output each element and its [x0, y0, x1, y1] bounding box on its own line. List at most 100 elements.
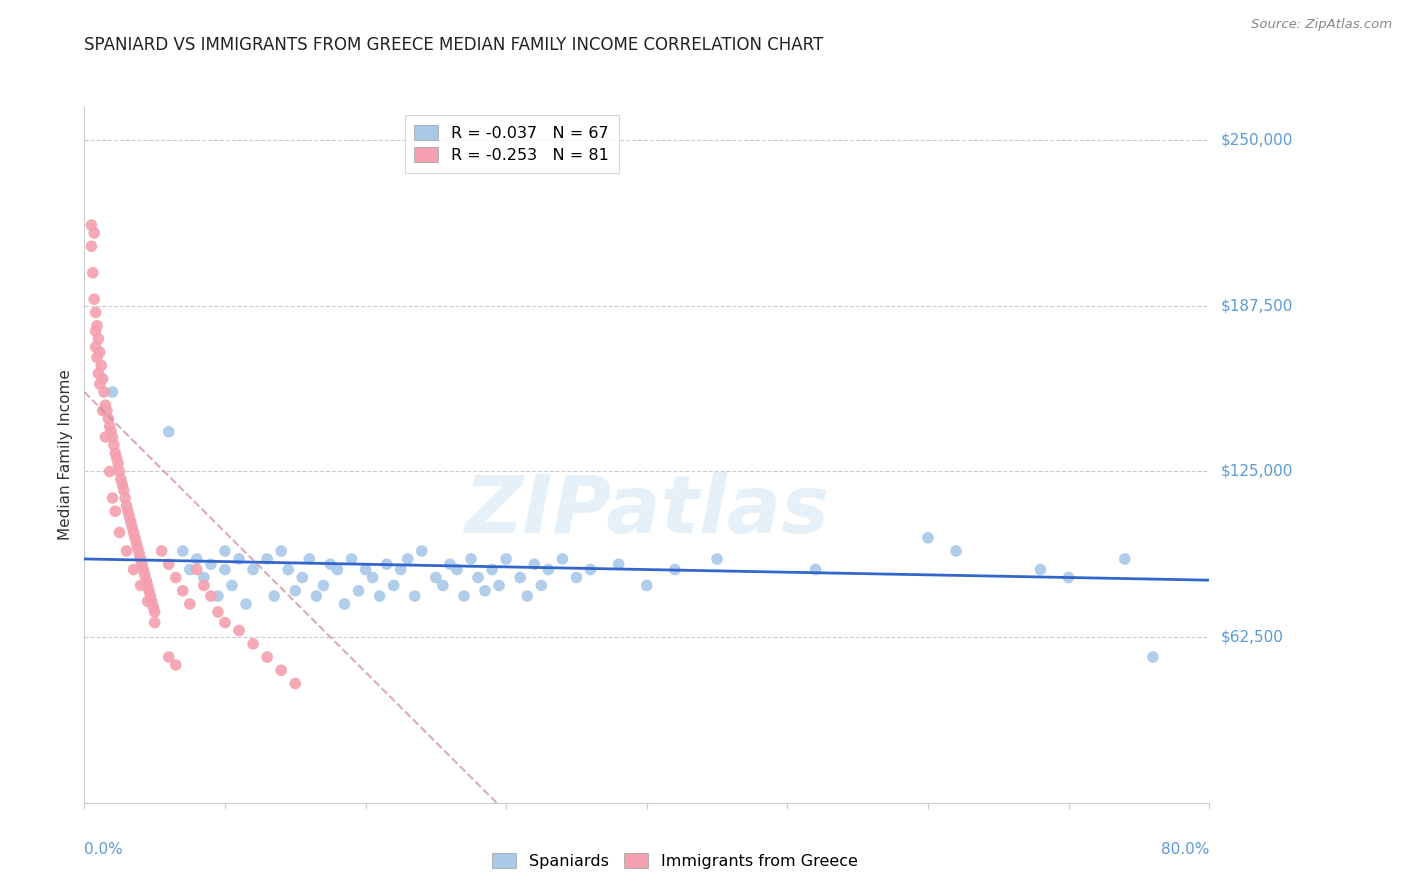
Point — [804, 563, 827, 577]
Point — [87, 367, 110, 381]
Point — [143, 605, 166, 619]
Point — [214, 544, 236, 558]
Point — [389, 563, 412, 577]
Point — [121, 520, 143, 534]
Point — [157, 425, 180, 439]
Point — [481, 563, 503, 577]
Point — [664, 563, 686, 577]
Point — [83, 292, 105, 306]
Point — [142, 599, 165, 614]
Point — [101, 430, 124, 444]
Point — [221, 578, 243, 592]
Point — [98, 419, 121, 434]
Point — [127, 541, 149, 556]
Legend: R = -0.037   N = 67, R = -0.253   N = 81: R = -0.037 N = 67, R = -0.253 N = 81 — [405, 115, 619, 173]
Point — [84, 324, 107, 338]
Point — [111, 477, 134, 491]
Point — [117, 504, 139, 518]
Point — [139, 589, 162, 603]
Text: SPANIARD VS IMMIGRANTS FROM GREECE MEDIAN FAMILY INCOME CORRELATION CHART: SPANIARD VS IMMIGRANTS FROM GREECE MEDIA… — [84, 36, 824, 54]
Point — [411, 544, 433, 558]
Point — [124, 531, 146, 545]
Point — [135, 573, 157, 587]
Point — [446, 563, 468, 577]
Point — [333, 597, 356, 611]
Point — [101, 491, 124, 505]
Point — [298, 552, 321, 566]
Point — [98, 465, 121, 479]
Point — [105, 451, 128, 466]
Point — [186, 552, 208, 566]
Point — [284, 583, 307, 598]
Point — [122, 525, 145, 540]
Point — [375, 558, 398, 572]
Point — [129, 578, 152, 592]
Point — [214, 615, 236, 630]
Point — [141, 594, 163, 608]
Point — [305, 589, 328, 603]
Point — [86, 351, 108, 365]
Point — [551, 552, 574, 566]
Point — [404, 589, 426, 603]
Point — [509, 570, 531, 584]
Point — [94, 398, 117, 412]
Point — [636, 578, 658, 592]
Point — [172, 583, 194, 598]
Text: ZIPatlas: ZIPatlas — [464, 472, 830, 549]
Point — [263, 589, 285, 603]
Point — [157, 650, 180, 665]
Point — [120, 515, 142, 529]
Point — [516, 589, 538, 603]
Point — [93, 384, 115, 399]
Point — [432, 578, 454, 592]
Point — [340, 552, 363, 566]
Point — [235, 597, 257, 611]
Point — [118, 509, 141, 524]
Point — [129, 552, 152, 566]
Text: $250,000: $250,000 — [1220, 133, 1292, 148]
Point — [277, 563, 299, 577]
Point — [150, 544, 173, 558]
Point — [242, 637, 264, 651]
Point — [108, 525, 131, 540]
Point — [488, 578, 510, 592]
Point — [104, 504, 127, 518]
Point — [134, 567, 156, 582]
Point — [80, 218, 103, 232]
Text: $62,500: $62,500 — [1220, 630, 1284, 645]
Legend: Spaniards, Immigrants from Greece: Spaniards, Immigrants from Greece — [485, 847, 865, 875]
Point — [530, 578, 553, 592]
Point — [270, 544, 292, 558]
Point — [110, 472, 132, 486]
Point — [945, 544, 967, 558]
Point — [256, 552, 278, 566]
Point — [82, 266, 104, 280]
Text: 0.0%: 0.0% — [84, 842, 124, 856]
Point — [128, 547, 150, 561]
Text: $187,500: $187,500 — [1220, 298, 1292, 313]
Point — [242, 563, 264, 577]
Point — [425, 570, 447, 584]
Point — [382, 578, 405, 592]
Point — [347, 583, 370, 598]
Point — [101, 384, 124, 399]
Point — [354, 563, 377, 577]
Point — [165, 657, 187, 672]
Point — [114, 491, 136, 505]
Point — [706, 552, 728, 566]
Point — [179, 597, 201, 611]
Point — [87, 332, 110, 346]
Point — [94, 430, 117, 444]
Point — [104, 446, 127, 460]
Point — [474, 583, 496, 598]
Point — [157, 558, 180, 572]
Point — [115, 499, 138, 513]
Point — [80, 239, 103, 253]
Point — [1029, 563, 1052, 577]
Point — [165, 570, 187, 584]
Point — [103, 438, 125, 452]
Point — [361, 570, 384, 584]
Point — [136, 594, 159, 608]
Point — [256, 650, 278, 665]
Point — [284, 676, 307, 690]
